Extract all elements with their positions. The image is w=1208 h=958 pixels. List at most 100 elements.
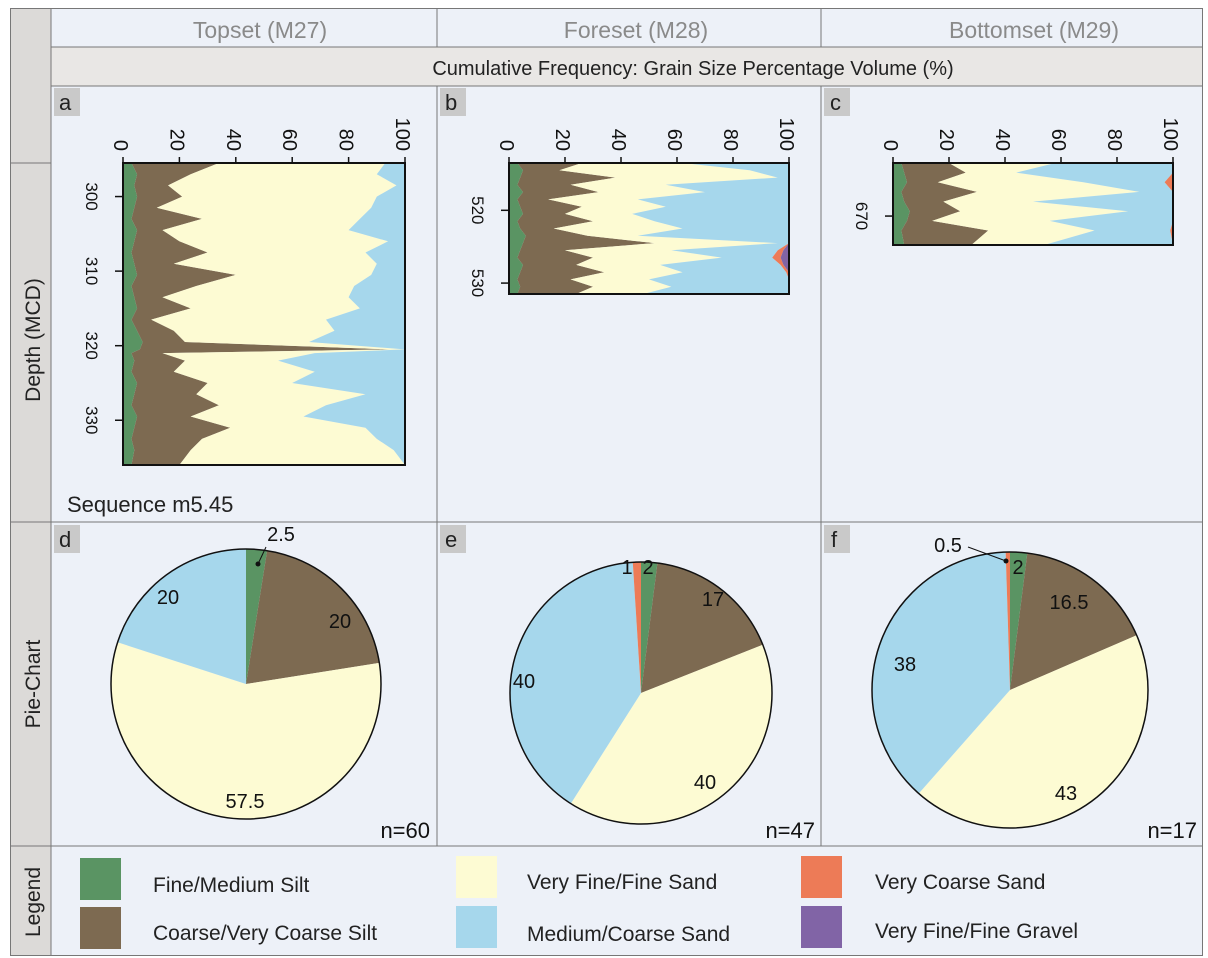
pie-slice-very-coarse-sand (1005, 552, 1010, 690)
pie-slice-medium-coarse-sand (510, 562, 641, 804)
pie-slice-label: 40 (694, 772, 716, 794)
pie-label-leader (967, 546, 1007, 562)
pie-slice-label: 20 (329, 611, 351, 633)
x-tick-label: 20 (165, 129, 187, 151)
pie-slice-label: 57.5 (226, 791, 265, 813)
pie-slice-very-fine-fine-sand (111, 642, 382, 819)
legend-row-bg (51, 846, 1203, 956)
area-series-very-fine-fine-sand (151, 163, 405, 465)
column-title-bottomset: Bottomset (M29) (949, 17, 1119, 43)
pie-label-leader (257, 546, 267, 565)
legend-label: Coarse/Very Coarse Silt (153, 922, 377, 945)
pie-slice-label: 2 (642, 557, 653, 579)
y-tick-label: 320 (82, 332, 101, 360)
pie-chart-d: 2.5 20 57.5 20 n=60 (110, 524, 430, 843)
x-tick-label: 0 (109, 140, 131, 151)
column-title-topset: Topset (M27) (193, 17, 327, 43)
pie-slice-medium-coarse-sand (871, 552, 1010, 794)
area-series-very-fine-fine-sand (548, 163, 778, 294)
pie-slice-very-coarse-sand (632, 562, 641, 693)
pie-slice-label: 2 (1012, 557, 1023, 579)
area-series-very-coarse-sand (772, 163, 789, 294)
panel-letter-f: f (831, 527, 838, 552)
pie-slice-coarse-very-coarse-silt (246, 550, 380, 684)
area-chart-c: 0 20 40 60 80 100 670 (852, 118, 1181, 246)
x-tick-label: 100 (391, 118, 413, 151)
legend-item-medium-coarse-sand: Medium/Coarse Sand (456, 906, 730, 948)
area-series-fine-medium-silt (893, 163, 910, 245)
area-series-very-fine-fine-sand (932, 163, 1140, 245)
pie-slice-label: 17 (702, 589, 724, 611)
area-series-medium-coarse-sand (1016, 163, 1173, 245)
column-title-foreset: Foreset (M28) (564, 17, 708, 43)
panel-letter-e: e (445, 527, 457, 552)
legend-item-very-coarse-sand: Very Coarse Sand (801, 856, 1045, 898)
legend-item-very-fine-fine-sand: Very Fine/Fine Sand (456, 856, 717, 898)
panel-letter-c: c (830, 90, 841, 115)
area-series-fine-medium-silt (509, 163, 526, 294)
x-tick-label: 20 (935, 129, 957, 151)
y-tick-label: 530 (468, 269, 487, 297)
x-tick-label: 40 (991, 129, 1013, 151)
legend-label: Very Fine/Fine Gravel (875, 920, 1078, 943)
row-label-depth: Depth (MCD) (22, 278, 45, 402)
pie-outline (110, 548, 382, 820)
panel-letter-b: b (445, 90, 457, 115)
area-series-medium-coarse-sand (632, 163, 789, 294)
panel-letter-d: d (59, 527, 71, 552)
pie-slice-label: 43 (1055, 783, 1077, 805)
pie-sample-count: n=47 (765, 818, 815, 843)
legend-swatch (456, 906, 497, 948)
x-tick-label: 40 (607, 129, 629, 151)
x-tick-label: 80 (719, 129, 741, 151)
area-chart-a: 0 20 40 60 80 100 300 310 320 330 (82, 118, 413, 466)
area-series-coarse-very-coarse-silt (901, 163, 989, 245)
legend-item-fine-medium-silt: Fine/Medium Silt (80, 858, 310, 900)
pie-slice-label: 20 (157, 587, 179, 609)
pie-slice-medium-coarse-sand (117, 549, 246, 684)
y-tick-label: 310 (82, 257, 101, 285)
row-label-pie: Pie-Chart (22, 639, 45, 728)
area-chart-frame (892, 162, 1174, 246)
legend-swatch (80, 858, 121, 900)
pie-slice-very-fine-fine-sand (570, 644, 772, 824)
pie-outline (509, 561, 773, 825)
x-tick-label: 100 (1159, 118, 1181, 151)
pie-sample-count: n=60 (380, 818, 430, 843)
x-tick-label: 60 (663, 129, 685, 151)
pie-outline (871, 551, 1149, 829)
pie-slice-fine-medium-silt (641, 561, 658, 693)
cumulative-header: Cumulative Frequency: Grain Size Percent… (432, 58, 953, 80)
panel-letters: a b c d e f (54, 88, 850, 553)
area-series-medium-coarse-sand (278, 163, 405, 465)
x-tick-label: 0 (495, 140, 517, 151)
legend-swatch (801, 906, 842, 948)
x-tick-label: 0 (879, 140, 901, 151)
legend-item-coarse-very-coarse-silt: Coarse/Very Coarse Silt (80, 907, 377, 949)
pie-label-leader-dot (1003, 558, 1009, 564)
area-chart-b: 0 20 40 60 80 100 520 530 (468, 118, 797, 298)
panel-grid-lines (10, 8, 1203, 956)
area-series-very-coarse-sand (1164, 163, 1173, 245)
x-tick-label: 80 (1103, 129, 1125, 151)
sequence-label: Sequence m5.45 (67, 492, 233, 517)
panel-letter-a: a (59, 90, 72, 115)
pie-slice-label: 2.5 (267, 524, 295, 546)
area-series-very-fine-fine-gravel (780, 163, 789, 294)
panel-b-bg (437, 86, 821, 522)
area-chart-frame (508, 162, 790, 295)
area-series-coarse-very-coarse-silt (517, 163, 655, 294)
legend-label: Very Fine/Fine Sand (527, 871, 717, 894)
x-tick-label: 80 (335, 129, 357, 151)
row-label-legend: Legend (22, 867, 45, 937)
legend-label: Fine/Medium Silt (153, 874, 310, 897)
x-tick-label: 60 (278, 129, 300, 151)
legend-item-very-fine-fine-gravel: Very Fine/Fine Gravel (801, 906, 1078, 948)
pie-slice-label: 1 (621, 557, 632, 579)
pie-charts: 2.5 20 57.5 20 n=60 2 17 40 40 1 n=47 2 16.5 43 38 0.5 n… (110, 524, 1197, 843)
pie-slice-coarse-very-coarse-silt (641, 563, 763, 693)
x-tick-label: 20 (551, 129, 573, 151)
x-tick-label: 40 (222, 129, 244, 151)
area-series-coarse-very-coarse-silt (131, 163, 391, 465)
